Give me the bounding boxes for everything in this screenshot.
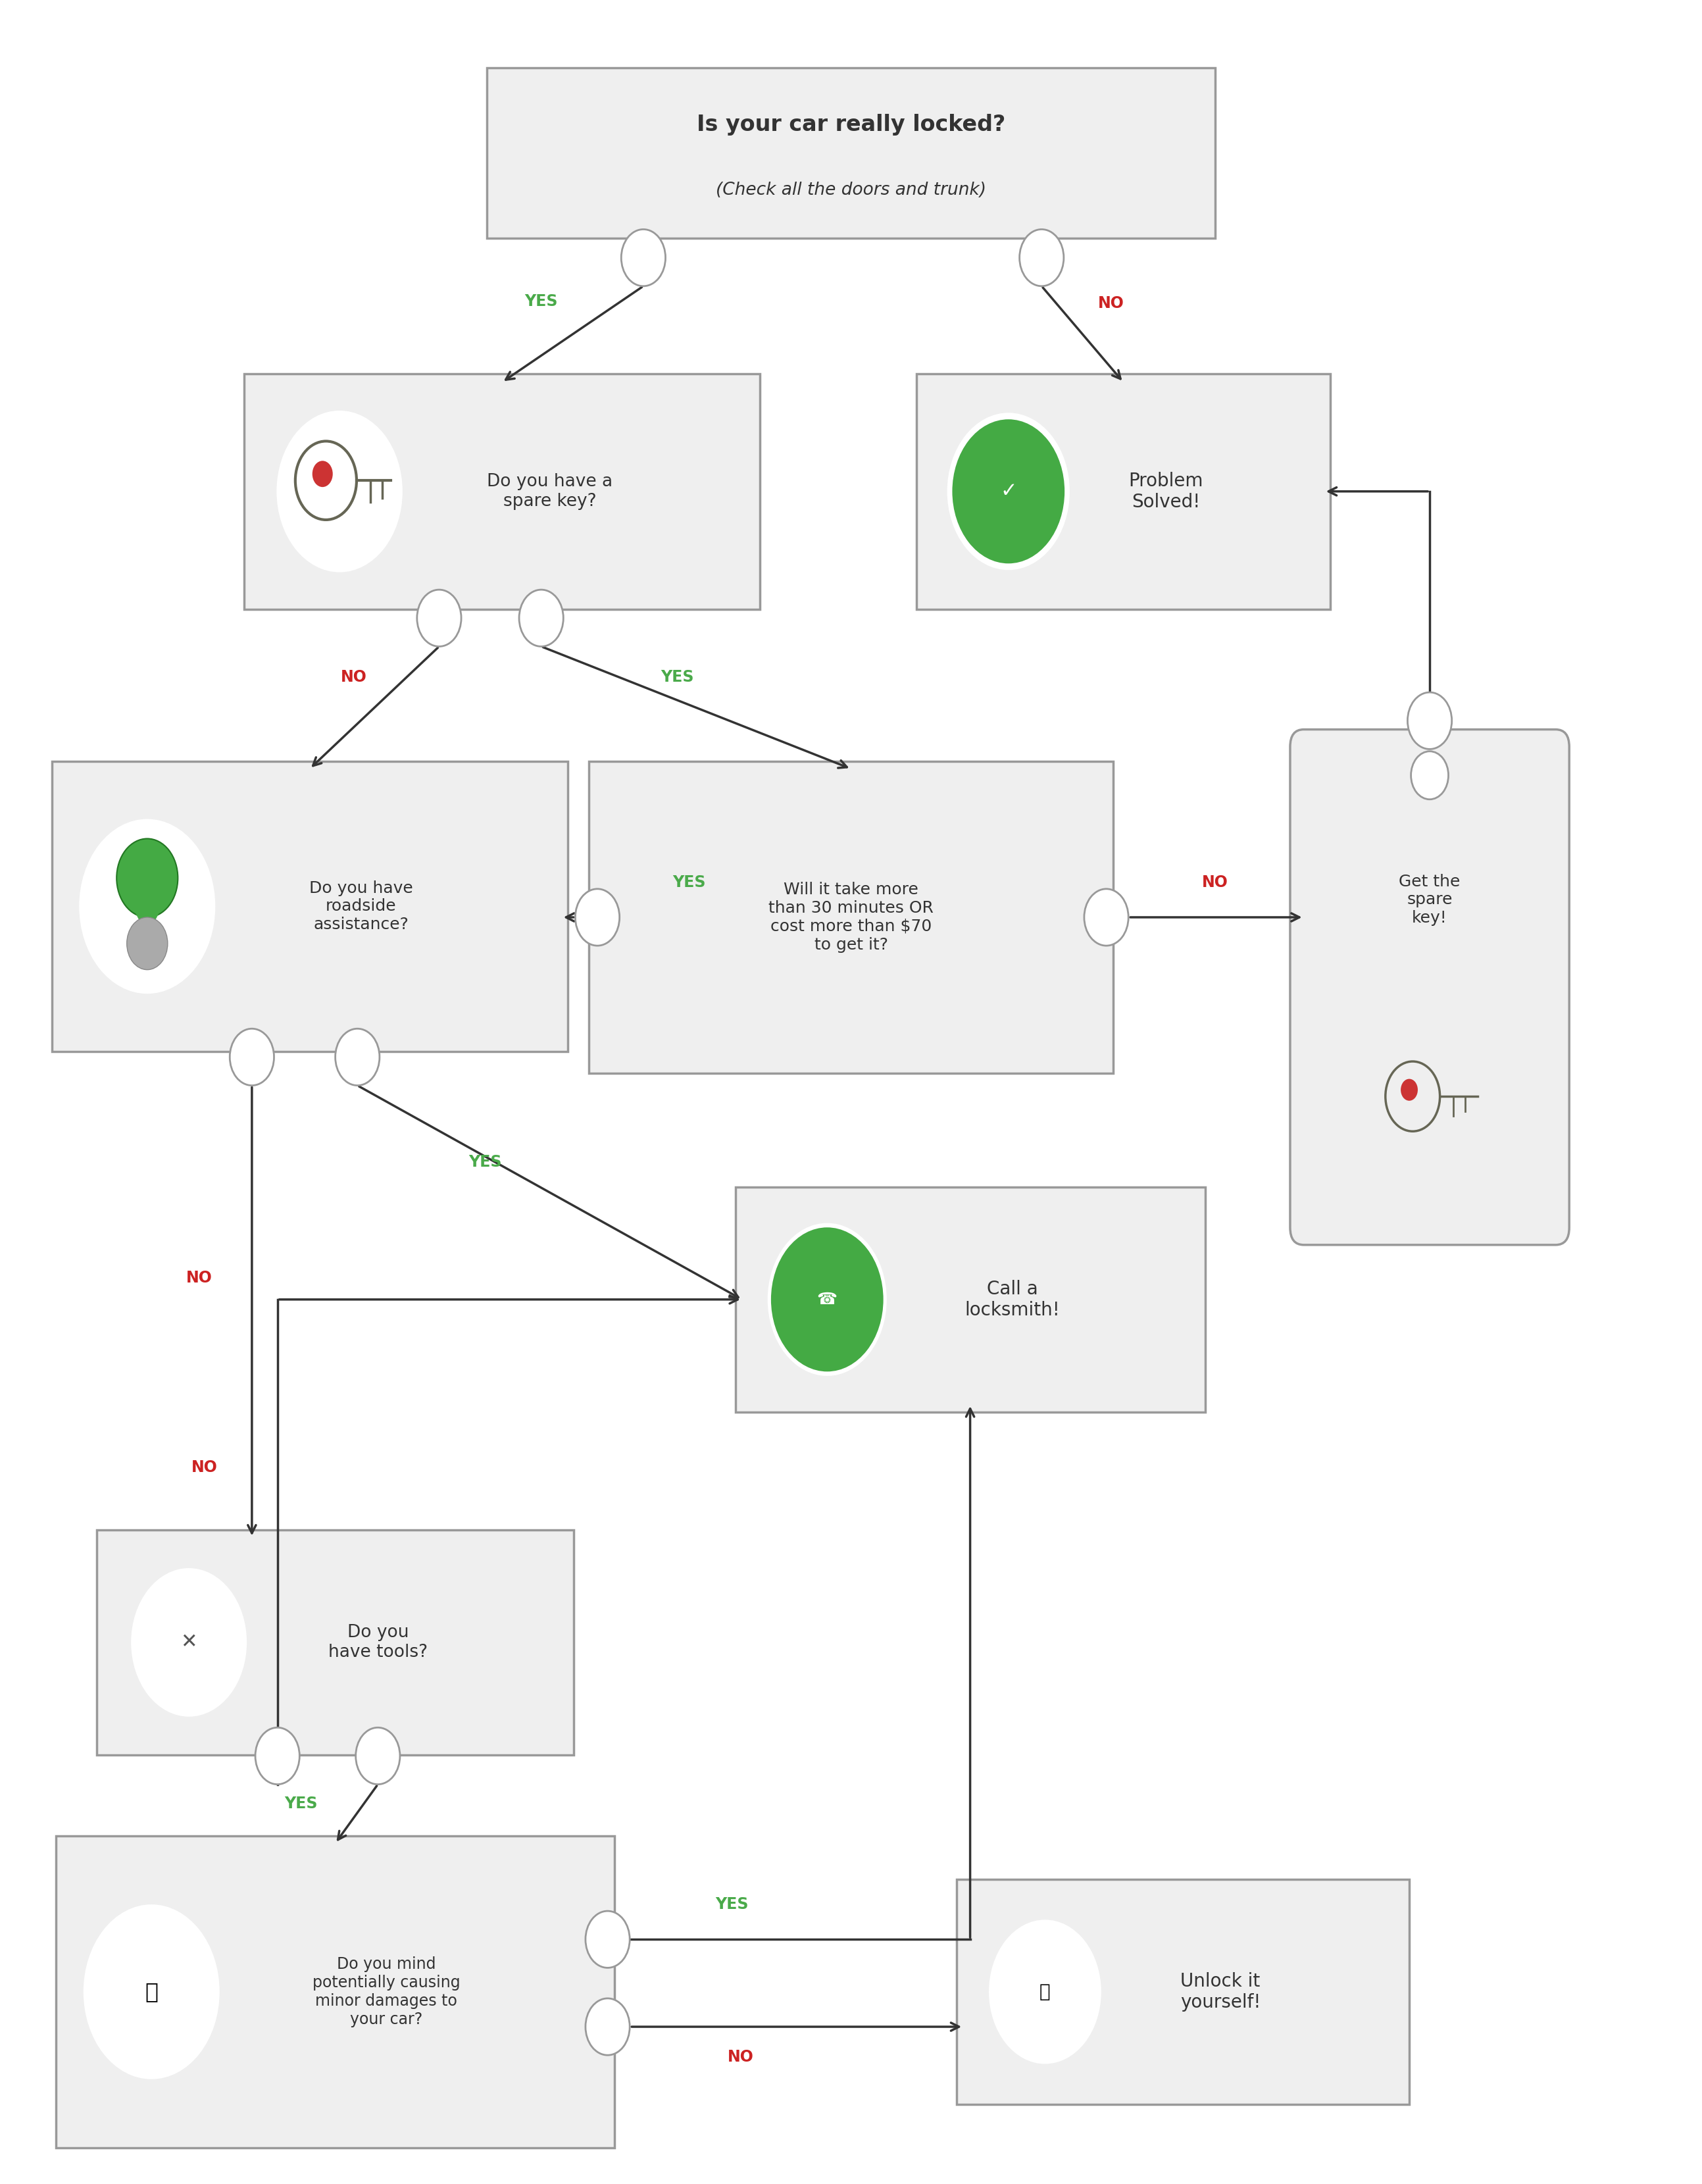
Text: Problem
Solved!: Problem Solved! <box>1128 472 1203 511</box>
Text: Do you mind
potentially causing
minor damages to
your car?: Do you mind potentially causing minor da… <box>313 1957 460 2027</box>
Circle shape <box>1019 229 1064 286</box>
Text: Is your car really locked?: Is your car really locked? <box>696 114 1006 135</box>
Circle shape <box>131 1568 247 1717</box>
Circle shape <box>83 1904 220 2079</box>
Text: YES: YES <box>284 1795 318 1813</box>
Circle shape <box>989 1920 1101 2064</box>
Circle shape <box>953 419 1065 563</box>
FancyBboxPatch shape <box>53 762 567 1053</box>
FancyBboxPatch shape <box>1290 729 1569 1245</box>
Circle shape <box>116 839 177 917</box>
Text: NO: NO <box>727 2049 754 2066</box>
Circle shape <box>771 1227 883 1372</box>
Text: NO: NO <box>1202 874 1229 891</box>
Text: (Check all the doors and trunk): (Check all the doors and trunk) <box>717 181 985 199</box>
Text: NO: NO <box>186 1269 213 1286</box>
Circle shape <box>1084 889 1128 946</box>
Text: 🚗: 🚗 <box>145 1981 158 2003</box>
Circle shape <box>255 1728 300 1784</box>
Circle shape <box>621 229 665 286</box>
Circle shape <box>417 590 461 646</box>
Text: Get the
spare
key!: Get the spare key! <box>1399 874 1460 926</box>
Text: NO: NO <box>340 668 368 686</box>
Circle shape <box>946 413 1071 570</box>
FancyBboxPatch shape <box>97 1529 574 1756</box>
Text: Call a
locksmith!: Call a locksmith! <box>965 1280 1060 1319</box>
Text: ✕: ✕ <box>180 1634 197 1651</box>
Text: Do you have
roadside
assistance?: Do you have roadside assistance? <box>310 880 412 933</box>
Circle shape <box>313 461 332 487</box>
FancyBboxPatch shape <box>735 1188 1205 1411</box>
Text: 🔓: 🔓 <box>1040 1983 1050 2001</box>
Text: NO: NO <box>191 1459 218 1476</box>
Text: YES: YES <box>672 874 706 891</box>
Circle shape <box>335 1029 380 1085</box>
FancyBboxPatch shape <box>56 1835 614 2149</box>
Text: Do you
have tools?: Do you have tools? <box>328 1625 427 1660</box>
Text: YES: YES <box>660 668 694 686</box>
Text: YES: YES <box>524 293 558 310</box>
Circle shape <box>276 411 402 572</box>
Text: YES: YES <box>468 1153 502 1171</box>
FancyBboxPatch shape <box>589 762 1113 1075</box>
Circle shape <box>230 1029 274 1085</box>
Circle shape <box>768 1223 887 1376</box>
Text: Will it take more
than 30 minutes OR
cost more than $70
to get it?: Will it take more than 30 minutes OR cos… <box>769 882 933 952</box>
FancyBboxPatch shape <box>487 68 1215 238</box>
FancyBboxPatch shape <box>245 373 759 609</box>
Circle shape <box>585 1911 630 1968</box>
Circle shape <box>519 590 563 646</box>
Circle shape <box>356 1728 400 1784</box>
Circle shape <box>80 819 214 994</box>
FancyBboxPatch shape <box>957 1878 1409 2105</box>
Text: YES: YES <box>715 1896 749 1913</box>
Text: Unlock it
yourself!: Unlock it yourself! <box>1179 1972 1261 2011</box>
Text: NO: NO <box>1098 295 1125 312</box>
Circle shape <box>585 1998 630 2055</box>
Circle shape <box>126 917 167 970</box>
Text: Do you have a
spare key?: Do you have a spare key? <box>487 474 613 509</box>
Circle shape <box>1411 751 1448 799</box>
FancyBboxPatch shape <box>916 373 1329 609</box>
Circle shape <box>1401 1079 1418 1101</box>
Text: ✓: ✓ <box>1001 483 1016 500</box>
Polygon shape <box>126 895 167 935</box>
Circle shape <box>1408 692 1452 749</box>
Text: ☎: ☎ <box>817 1291 837 1308</box>
Circle shape <box>575 889 620 946</box>
